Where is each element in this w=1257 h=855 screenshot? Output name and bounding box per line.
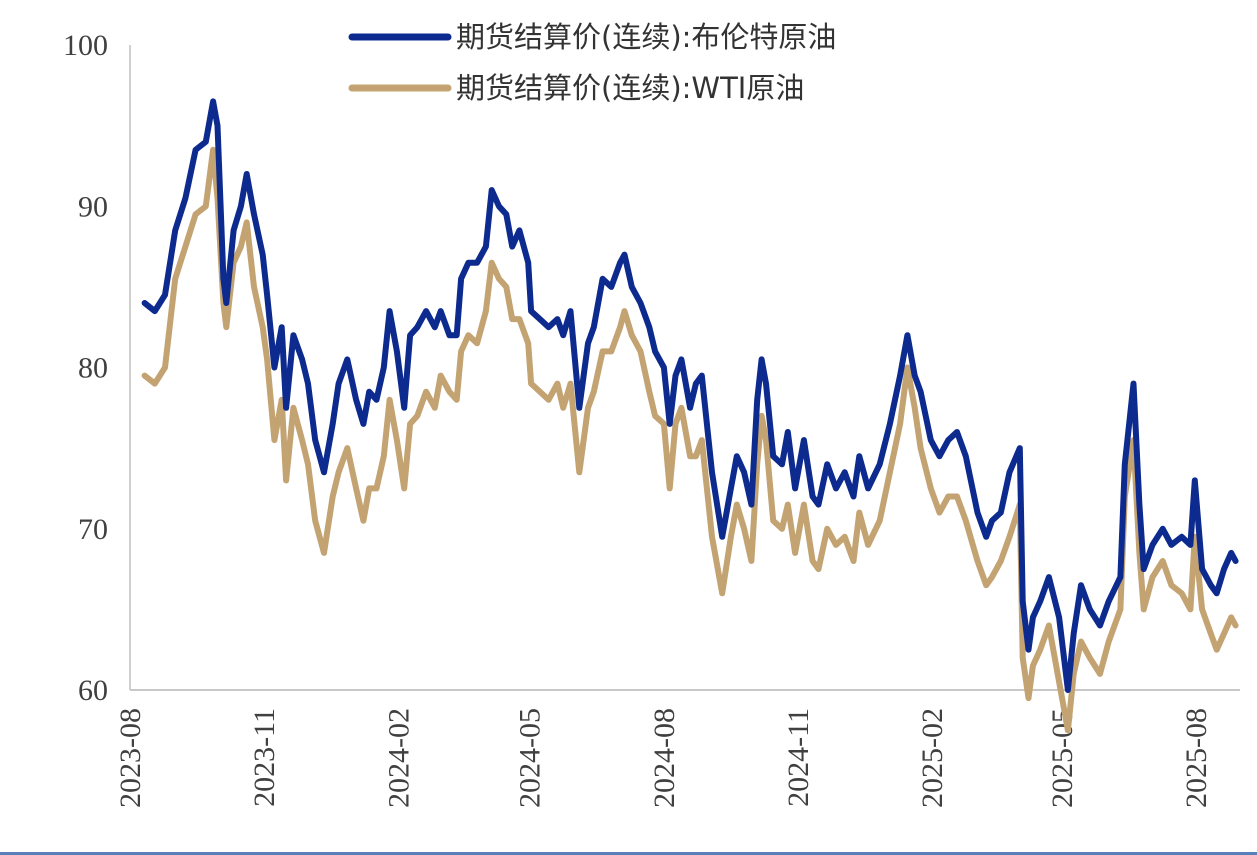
legend-label-wti: 期货结算价(连续):WTI原油: [456, 71, 804, 105]
y-tick-label: 70: [78, 513, 108, 546]
x-axis-ticks: 2023-08 2023-11 2024-02 2024-05 2024-08 2024-…: [114, 708, 1213, 808]
x-tick-label: 2024-05: [514, 708, 547, 808]
y-tick-label: 80: [78, 352, 108, 385]
y-axis-ticks: 60 70 80 90 100: [63, 29, 108, 707]
series-layer: [141, 98, 1239, 734]
x-tick-label: 2024-11: [782, 708, 815, 807]
y-tick-label: 100: [63, 29, 108, 62]
y-tick-label: 90: [78, 190, 108, 223]
x-tick-label: 2024-02: [382, 708, 415, 808]
x-tick-label: 2023-08: [114, 708, 147, 808]
x-tick-label: 2025-05: [1046, 708, 1079, 808]
x-tick-label: 2025-08: [1180, 708, 1213, 808]
legend: 期货结算价(连续):布伦特原油 期货结算价(连续):WTI原油: [348, 20, 836, 105]
x-tick-label: 2025-02: [916, 708, 949, 808]
series-line-wti: [141, 146, 1239, 734]
legend-label-brent: 期货结算价(连续):布伦特原油: [456, 20, 836, 54]
x-tick-label: 2024-08: [648, 708, 681, 808]
y-tick-label: 60: [78, 674, 108, 707]
x-tick-label: 2023-11: [248, 708, 281, 807]
bottom-border: [0, 852, 1257, 855]
series-line-brent: [141, 98, 1239, 693]
